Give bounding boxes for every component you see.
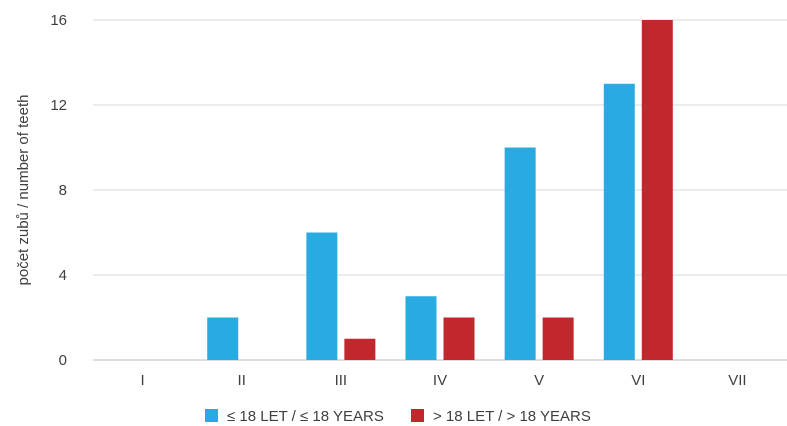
bar-series-1 (207, 317, 239, 360)
bar-series-2 (641, 20, 673, 360)
legend: ≤ 18 LET / ≤ 18 YEARS > 18 LET / > 18 YE… (205, 408, 591, 425)
y-tick-label: 4 (59, 267, 67, 284)
bar-series-2 (542, 317, 574, 360)
legend-swatch-series-1 (205, 409, 218, 422)
x-tick-label: VI (631, 372, 645, 389)
bar-series-2 (344, 338, 376, 360)
bar-series-1 (504, 147, 536, 360)
bars (207, 20, 673, 360)
x-tick-label: V (534, 372, 544, 389)
y-axis-label: počet zubů / number of teeth (15, 95, 32, 286)
x-tick-label: VII (728, 372, 746, 389)
bar-series-1 (603, 83, 635, 360)
x-tick-label: IV (433, 372, 447, 389)
x-tick-label: III (335, 372, 348, 389)
gridlines (93, 19, 787, 361)
x-tick-label: II (238, 372, 246, 389)
legend-swatch-series-2 (411, 409, 424, 422)
legend-label-series-2: > 18 LET / > 18 YEARS (433, 408, 591, 425)
y-tick-label: 16 (50, 12, 67, 29)
x-tick-label: I (140, 372, 144, 389)
y-axis-ticks: 0 4 8 12 16 (50, 12, 67, 369)
x-axis-ticks: I II III IV V VI VII (140, 372, 746, 389)
bar-series-1 (306, 232, 338, 360)
bar-series-2 (443, 317, 475, 360)
y-tick-label: 12 (50, 97, 67, 114)
bar-series-1 (405, 296, 437, 360)
legend-label-series-1: ≤ 18 LET / ≤ 18 YEARS (227, 408, 384, 425)
y-tick-label: 8 (59, 182, 67, 199)
y-tick-label: 0 (59, 352, 67, 369)
